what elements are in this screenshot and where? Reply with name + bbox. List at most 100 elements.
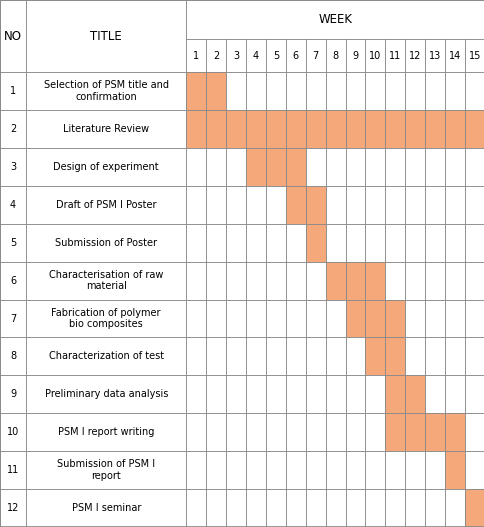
Bar bbox=[186, 224, 206, 262]
Bar bbox=[245, 186, 265, 224]
Bar bbox=[26, 186, 186, 224]
Bar bbox=[385, 451, 405, 489]
Bar bbox=[424, 39, 444, 72]
Bar bbox=[186, 148, 206, 186]
Bar bbox=[265, 262, 285, 299]
Text: Draft of PSM I Poster: Draft of PSM I Poster bbox=[56, 200, 156, 210]
Text: Preliminary data analysis: Preliminary data analysis bbox=[45, 389, 167, 399]
Bar bbox=[285, 299, 305, 337]
Bar bbox=[26, 451, 186, 489]
Bar bbox=[186, 299, 206, 337]
Text: 12: 12 bbox=[7, 503, 19, 513]
Bar bbox=[245, 337, 265, 375]
Bar bbox=[325, 375, 345, 413]
Bar bbox=[365, 299, 385, 337]
Bar bbox=[226, 72, 245, 110]
Bar bbox=[226, 337, 245, 375]
Bar bbox=[444, 451, 464, 489]
Bar bbox=[325, 299, 345, 337]
Text: Characterization of test: Characterization of test bbox=[48, 352, 164, 362]
Bar bbox=[405, 375, 424, 413]
Bar bbox=[365, 413, 385, 451]
Bar bbox=[226, 451, 245, 489]
Bar bbox=[285, 413, 305, 451]
Bar bbox=[206, 489, 226, 527]
Text: Submission of Poster: Submission of Poster bbox=[55, 238, 157, 248]
Bar bbox=[186, 110, 206, 148]
Bar bbox=[26, 148, 186, 186]
Bar bbox=[385, 413, 405, 451]
Bar bbox=[26, 0, 186, 72]
Bar bbox=[305, 299, 325, 337]
Text: 15: 15 bbox=[468, 51, 480, 61]
Bar bbox=[345, 186, 365, 224]
Bar bbox=[444, 148, 464, 186]
Bar bbox=[305, 451, 325, 489]
Text: 3: 3 bbox=[232, 51, 239, 61]
Bar bbox=[424, 262, 444, 299]
Bar bbox=[226, 413, 245, 451]
Bar bbox=[265, 337, 285, 375]
Bar bbox=[226, 489, 245, 527]
Bar bbox=[325, 413, 345, 451]
Bar bbox=[26, 375, 186, 413]
Bar bbox=[285, 262, 305, 299]
Bar bbox=[265, 39, 285, 72]
Bar bbox=[285, 39, 305, 72]
Bar bbox=[245, 451, 265, 489]
Bar bbox=[226, 262, 245, 299]
Bar bbox=[0, 489, 26, 527]
Bar bbox=[385, 375, 405, 413]
Bar bbox=[424, 337, 444, 375]
Bar bbox=[206, 262, 226, 299]
Bar bbox=[444, 262, 464, 299]
Bar bbox=[444, 72, 464, 110]
Bar bbox=[26, 413, 186, 451]
Bar bbox=[305, 337, 325, 375]
Bar bbox=[305, 375, 325, 413]
Text: 4: 4 bbox=[252, 51, 258, 61]
Text: Design of experiment: Design of experiment bbox=[53, 162, 159, 172]
Text: 9: 9 bbox=[352, 51, 358, 61]
Bar bbox=[444, 489, 464, 527]
Bar bbox=[325, 110, 345, 148]
Bar bbox=[285, 72, 305, 110]
Bar bbox=[206, 186, 226, 224]
Bar bbox=[385, 72, 405, 110]
Text: 1: 1 bbox=[10, 86, 16, 96]
Bar bbox=[464, 224, 484, 262]
Bar bbox=[245, 262, 265, 299]
Bar bbox=[444, 110, 464, 148]
Bar bbox=[26, 299, 186, 337]
Text: 8: 8 bbox=[332, 51, 338, 61]
Bar bbox=[186, 0, 484, 39]
Bar bbox=[285, 110, 305, 148]
Bar bbox=[285, 148, 305, 186]
Bar bbox=[365, 224, 385, 262]
Bar bbox=[424, 451, 444, 489]
Bar bbox=[444, 337, 464, 375]
Bar bbox=[26, 489, 186, 527]
Bar bbox=[424, 148, 444, 186]
Text: PSM I seminar: PSM I seminar bbox=[71, 503, 141, 513]
Bar bbox=[405, 262, 424, 299]
Bar bbox=[245, 110, 265, 148]
Text: 11: 11 bbox=[389, 51, 401, 61]
Bar bbox=[365, 451, 385, 489]
Bar bbox=[226, 375, 245, 413]
Bar bbox=[186, 375, 206, 413]
Bar bbox=[0, 72, 26, 110]
Bar bbox=[345, 375, 365, 413]
Bar bbox=[265, 72, 285, 110]
Bar bbox=[424, 186, 444, 224]
Bar bbox=[305, 110, 325, 148]
Bar bbox=[405, 413, 424, 451]
Text: 2: 2 bbox=[212, 51, 219, 61]
Bar bbox=[245, 413, 265, 451]
Bar bbox=[226, 186, 245, 224]
Bar bbox=[285, 375, 305, 413]
Bar bbox=[444, 299, 464, 337]
Bar bbox=[0, 337, 26, 375]
Bar bbox=[0, 224, 26, 262]
Bar bbox=[405, 489, 424, 527]
